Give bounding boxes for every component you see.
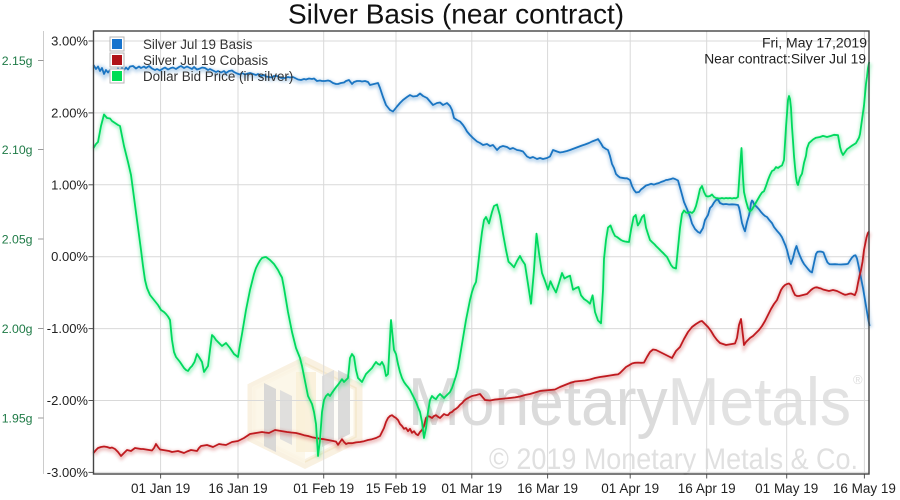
svg-text:16 Apr 19: 16 Apr 19 (678, 481, 736, 496)
svg-text:16 Mar 19: 16 Mar 19 (517, 481, 578, 496)
svg-text:2.00g: 2.00g (2, 322, 33, 336)
svg-text:2.15g: 2.15g (2, 54, 33, 68)
svg-text:Dollar Bid Price (in silver): Dollar Bid Price (in silver) (143, 69, 293, 84)
svg-text:2.00%: 2.00% (51, 105, 88, 120)
svg-text:Silver Jul 19 Basis: Silver Jul 19 Basis (143, 37, 253, 52)
svg-text:1.00%: 1.00% (51, 177, 88, 192)
svg-text:16 Jan 19: 16 Jan 19 (208, 481, 267, 496)
svg-text:Near contract:Silver Jul 19: Near contract:Silver Jul 19 (704, 52, 866, 67)
svg-text:1.95g: 1.95g (2, 411, 33, 425)
svg-text:2.05g: 2.05g (2, 232, 33, 246)
svg-text:01 Mar 19: 01 Mar 19 (441, 481, 502, 496)
svg-text:Silver Basis (near contract): Silver Basis (near contract) (288, 0, 624, 30)
svg-text:-3.00%: -3.00% (47, 465, 89, 480)
svg-text:16 May 19: 16 May 19 (833, 481, 896, 496)
svg-text:01 Feb 19: 01 Feb 19 (293, 481, 354, 496)
svg-text:0.00%: 0.00% (51, 249, 88, 264)
svg-text:01 Apr 19: 01 Apr 19 (601, 481, 659, 496)
svg-text:-1.00%: -1.00% (47, 321, 89, 336)
svg-text:01 Jan 19: 01 Jan 19 (131, 481, 190, 496)
svg-text:®: ® (853, 372, 863, 387)
svg-text:© 2019 Monetary Metals & Co.: © 2019 Monetary Metals & Co. (489, 443, 858, 476)
svg-text:Silver Jul 19 Cobasis: Silver Jul 19 Cobasis (143, 53, 268, 68)
svg-text:Fri, May 17,2019: Fri, May 17,2019 (762, 35, 867, 51)
svg-text:-2.00%: -2.00% (47, 393, 89, 408)
svg-text:3.00%: 3.00% (51, 34, 88, 49)
svg-text:01 May 19: 01 May 19 (755, 481, 818, 496)
svg-text:15 Feb 19: 15 Feb 19 (366, 481, 427, 496)
svg-text:MonetaryMetals: MonetaryMetals (408, 364, 851, 440)
svg-text:2.10g: 2.10g (2, 143, 33, 157)
